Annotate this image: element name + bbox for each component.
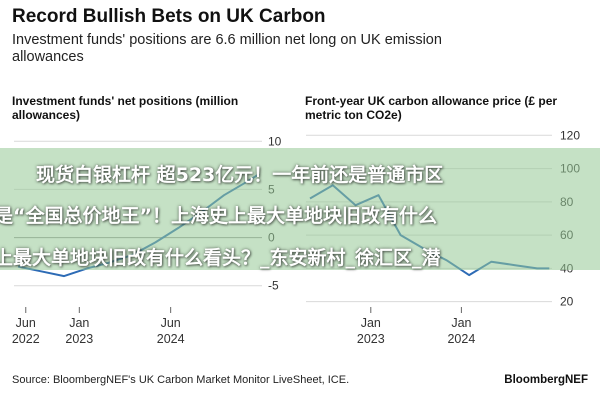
left-y-tick-label: 10 xyxy=(268,134,282,148)
left-panel-title: Investment funds' net positions (million… xyxy=(12,94,239,122)
left-x-tick-year: 2022 xyxy=(12,332,40,346)
overlay-text-line-1: 现货白银杠杆 超523亿元！一年前还是普通市区 xyxy=(36,164,444,186)
left-x-tick-label: Jun xyxy=(161,316,181,330)
right-x-tick-label: Jan xyxy=(451,316,471,330)
overlay-text-line-2: 是“全国总价地王”！上海史上最大单地块旧改有什么 xyxy=(0,205,437,227)
right-panel-title: Front-year UK carbon allowance price (£ … xyxy=(305,94,558,122)
watermark-band xyxy=(0,148,600,270)
source-note: Source: BloombergNEF's UK Carbon Market … xyxy=(12,374,350,386)
right-y-tick-label: 120 xyxy=(560,128,580,142)
left-x-tick-year: 2023 xyxy=(65,332,93,346)
brand-logo: BloombergNEF xyxy=(504,374,588,386)
left-y-tick-label: -5 xyxy=(268,279,279,293)
right-x-tick-year: 2024 xyxy=(447,332,475,346)
right-x-tick-year: 2023 xyxy=(357,332,385,346)
left-x-tick-label: Jun xyxy=(16,316,36,330)
right-x-tick-label: Jan xyxy=(361,316,381,330)
left-x-tick-year: 2024 xyxy=(157,332,185,346)
chart-subtitle: Investment funds' positions are 6.6 mill… xyxy=(12,32,442,65)
left-x-tick-label: Jan xyxy=(69,316,89,330)
chart-title: Record Bullish Bets on UK Carbon xyxy=(12,6,326,27)
overlay-text-line-3: 上最大单地块旧改有什么看头？_东安新村_徐汇区_潜 xyxy=(0,247,441,269)
right-y-tick-label: 20 xyxy=(560,295,574,309)
